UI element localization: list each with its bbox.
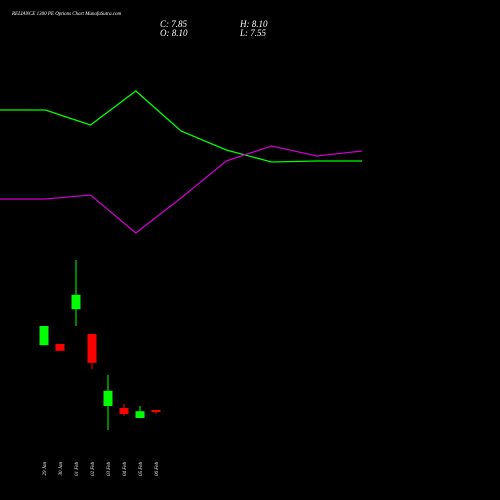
- indicator-line: [0, 145, 363, 234]
- indicator-line: [0, 90, 362, 163]
- stat: O: 8.10: [160, 28, 188, 38]
- stat: L: 7.55: [239, 28, 267, 38]
- candle-body: [87, 334, 97, 363]
- x-tick-label: 30 Jan: [59, 462, 64, 476]
- x-tick-label: 05 Feb: [139, 462, 144, 477]
- candle-body: [71, 294, 81, 310]
- candle-body: [119, 408, 129, 414]
- candle-body: [39, 326, 49, 346]
- candle-body: [135, 411, 145, 418]
- candle-body: [103, 390, 113, 406]
- x-tick-label: 29 Jan: [43, 462, 48, 476]
- x-tick-label: 02 Feb: [91, 462, 96, 477]
- x-tick-label: 01 Feb: [75, 462, 80, 477]
- candle-body: [151, 410, 161, 412]
- stat: H: 8.10: [239, 19, 268, 29]
- candle-body: [55, 344, 65, 351]
- chart-title: RELIANCE 1300 PE Options Chart MunafaSut…: [11, 12, 122, 17]
- x-tick-label: 03 Feb: [107, 462, 112, 477]
- stat: C: 7.85: [160, 19, 188, 29]
- x-tick-label: 04 Feb: [123, 462, 128, 477]
- x-tick-label: 06 Feb: [155, 462, 160, 477]
